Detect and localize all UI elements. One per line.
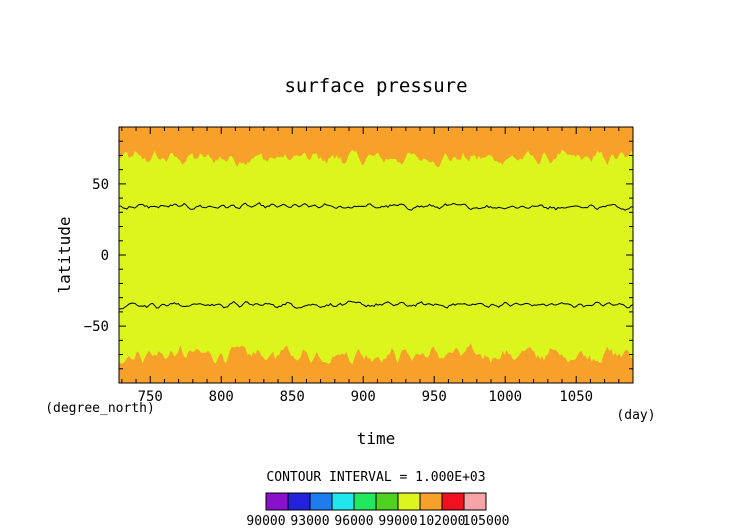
colorbar-swatch <box>353 492 377 511</box>
x-tick-label: 850 <box>280 389 305 405</box>
colorbar-swatch <box>309 492 333 511</box>
y-axis-unit: (degree_north) <box>45 401 155 416</box>
plot-area: 750 800 850 900 950 1000 1050 −50 0 50 <box>84 126 634 405</box>
band-north-polar <box>119 127 633 167</box>
x-tick-label: 1050 <box>559 389 593 405</box>
band-south-polar <box>119 343 633 383</box>
chart-title: surface pressure <box>284 75 467 97</box>
colorbar-swatch <box>287 492 311 511</box>
colorbar-label: 105000 <box>463 514 510 529</box>
x-axis-label: time <box>357 429 396 448</box>
band-mid-latitude <box>119 127 633 383</box>
colorbar-label: 93000 <box>290 514 329 529</box>
colorbar-swatch <box>419 492 443 511</box>
y-axis-label: latitude <box>55 216 74 293</box>
x-tick-label: 800 <box>209 389 234 405</box>
colorbar-label: 90000 <box>246 514 285 529</box>
x-tick-label: 1000 <box>488 389 522 405</box>
x-axis-unit: (day) <box>616 408 655 423</box>
contour-interval-text: CONTOUR INTERVAL = 1.000E+03 <box>266 470 485 485</box>
colorbar-swatch <box>331 492 355 511</box>
colorbar-label: 99000 <box>378 514 417 529</box>
colorbar-swatch <box>441 492 465 511</box>
y-tick-label: 0 <box>101 248 109 264</box>
y-tick-label: −50 <box>84 319 109 335</box>
contour-line-2 <box>118 300 634 310</box>
colorbar-swatch <box>397 492 421 511</box>
colorbar-swatch <box>463 492 487 511</box>
x-tick-label: 950 <box>422 389 447 405</box>
x-tick-label: 750 <box>138 389 163 405</box>
colorbar-swatch <box>375 492 399 511</box>
colorbar-label: 96000 <box>334 514 373 529</box>
x-tick-label: 900 <box>351 389 376 405</box>
y-tick-label: 50 <box>92 177 109 193</box>
colorbar-swatch <box>265 492 289 511</box>
colorbar-label: 102000 <box>419 514 466 529</box>
contour-line-1 <box>119 202 633 211</box>
